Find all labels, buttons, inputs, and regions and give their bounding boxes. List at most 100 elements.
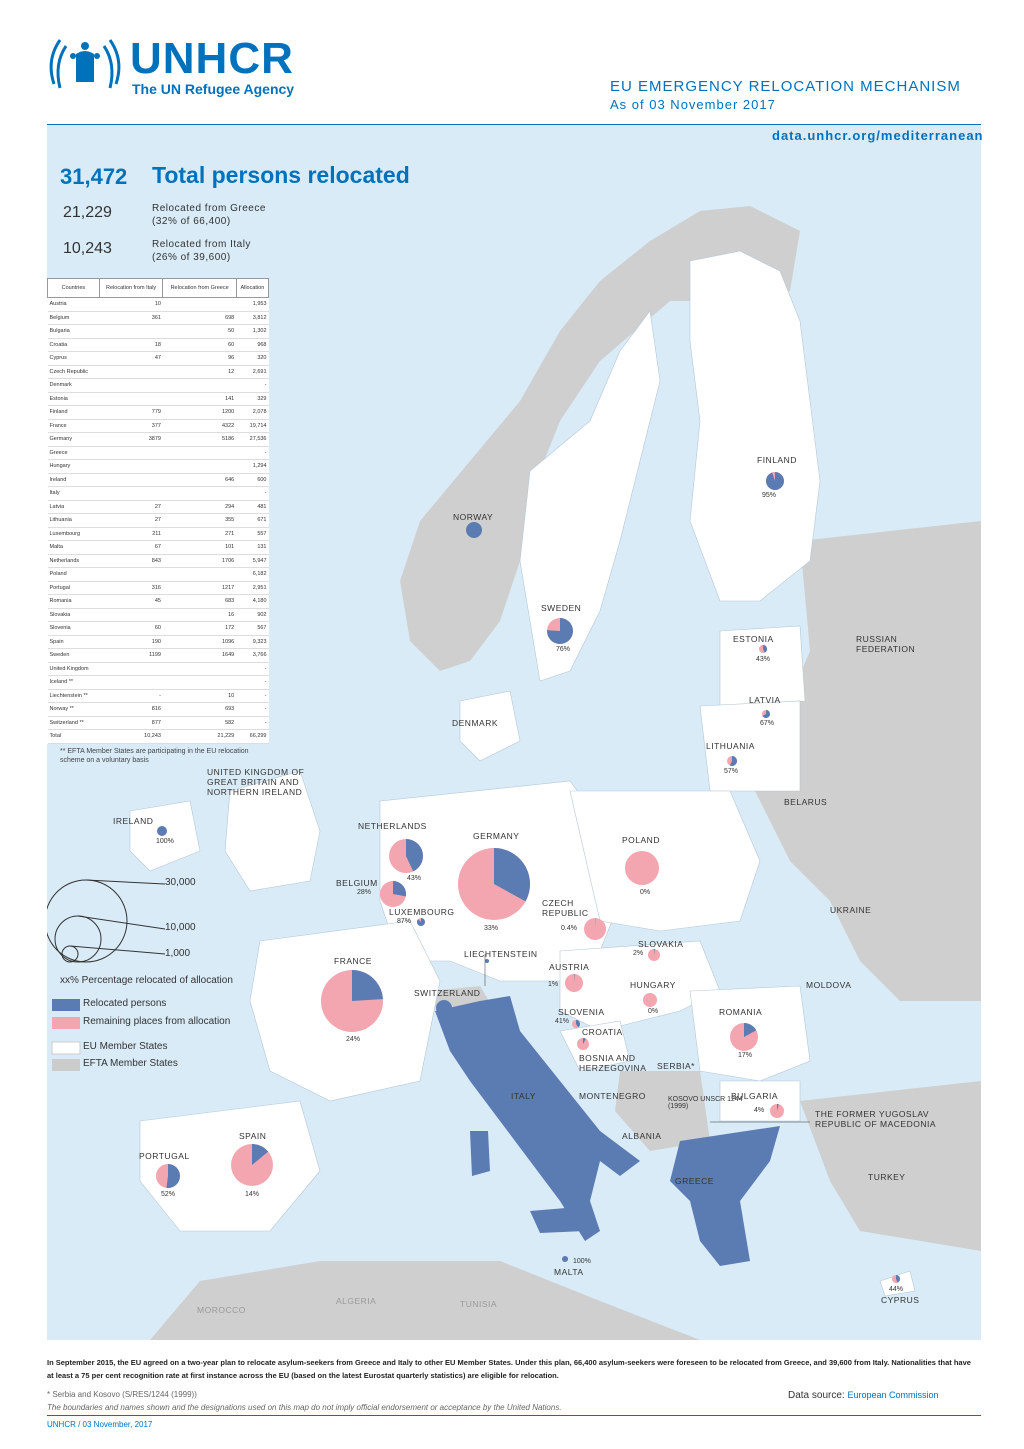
- table-cell: 361: [99, 311, 163, 325]
- table-cell: 567: [236, 621, 269, 636]
- table-cell: 27: [99, 500, 163, 514]
- sicily-land: [530, 1206, 590, 1233]
- pie-slovakia: [648, 949, 660, 961]
- label-spain: SPAIN: [239, 1131, 267, 1141]
- table-cell: Greece: [47, 446, 100, 460]
- table-row: Croatia 18 60 968: [47, 338, 269, 352]
- pie-slice-relocated: [406, 839, 424, 872]
- label-bosnia: BOSNIA AND HERZEGOVINA: [579, 1053, 647, 1073]
- table-cell: Portugal: [47, 581, 100, 595]
- table-row: Sweden 1199 1649 3,766: [47, 648, 269, 663]
- ireland-land: [129, 800, 201, 872]
- legend-eu: EU Member States: [83, 1041, 168, 1052]
- table-row: Denmark -: [47, 378, 269, 393]
- table-cell: [162, 459, 237, 474]
- legend-pct-note: xx% Percentage relocated of allocation: [60, 975, 233, 986]
- pie-hungary: [643, 993, 657, 1007]
- map-frame: [47, 124, 981, 1340]
- table-row: Belgium 361 698 3,812: [47, 311, 269, 325]
- table-row: France 377 4322 19,714: [47, 419, 269, 433]
- pie-austria: [565, 974, 583, 992]
- iberia-land: [139, 1100, 321, 1232]
- table-cell: 172: [162, 621, 237, 636]
- table-row: Norway ** 816 693-: [47, 702, 269, 717]
- balkans-land: [615, 1071, 710, 1151]
- table-column-header: Relocation from Greece: [162, 278, 237, 298]
- table-cell: 45: [99, 594, 163, 609]
- table-cell: 816: [99, 702, 163, 717]
- label-morocco: MOROCCO: [197, 1305, 246, 1315]
- pct-spain: 14%: [245, 1191, 260, 1198]
- pie-slice-relocated: [547, 618, 574, 644]
- table-cell: [99, 446, 163, 460]
- table-row: Latvia 27 294 481: [47, 500, 269, 514]
- pct-sweden: 76%: [556, 646, 571, 653]
- table-cell: 3,812: [236, 311, 269, 325]
- pie-slice-relocated: [896, 1275, 900, 1283]
- table-cell: Germany: [47, 432, 100, 447]
- label-germany: GERMANY: [473, 831, 520, 841]
- pie-switzerland: [436, 1000, 452, 1016]
- label-belarus: BELARUS: [784, 797, 828, 807]
- legend-efta: EFTA Member States: [83, 1058, 178, 1069]
- table-cell: Finland: [47, 405, 100, 420]
- table-cell: 50: [162, 324, 237, 339]
- table-row: Czech Republic 12 2,691: [47, 365, 269, 379]
- table-cell: 1199: [99, 648, 163, 663]
- table-header-row: Countries Relocation from Italy Relocation…: [47, 278, 270, 298]
- table-cell: 60: [99, 621, 163, 636]
- table-cell: Total: [47, 729, 100, 744]
- table-cell: 843: [99, 554, 163, 568]
- label-cyprus: CYPRUS: [881, 1295, 920, 1305]
- table-cell: -: [236, 689, 269, 703]
- pct-romania: 17%: [738, 1052, 753, 1059]
- label-hungary: HUNGARY: [630, 980, 676, 990]
- source-link[interactable]: data.unhcr.org/mediterranean: [772, 128, 984, 143]
- table-row: Total 10,243 21,229 66,299: [47, 729, 269, 744]
- label-poland: POLAND: [622, 835, 660, 845]
- pie-slice-relocated: [654, 949, 655, 955]
- pie-slice-relocated: [436, 1000, 452, 1016]
- table-cell: Switzerland **: [47, 716, 100, 730]
- table-row: Luxembourg 211 271 557: [47, 527, 269, 541]
- data-source-link[interactable]: European Commission: [847, 1390, 939, 1400]
- table-cell: [99, 378, 163, 393]
- greece-relocated-value: 21,229: [63, 204, 112, 221]
- pct-france: 24%: [346, 1036, 361, 1043]
- table-cell: 3,766: [236, 648, 269, 663]
- legend-size-1000: 1,000: [165, 948, 191, 959]
- baltics-north-land: [719, 625, 806, 707]
- table-cell: 5186: [162, 432, 237, 447]
- label-italy: ITALY: [511, 1091, 536, 1101]
- efta-land: [150, 206, 981, 1340]
- table-cell: Denmark: [47, 378, 100, 393]
- legend-swatches: [51, 999, 81, 1071]
- table-row: Portugal 316 1217 2,951: [47, 581, 269, 595]
- table-row: Austria 10 1,953: [47, 297, 269, 312]
- label-bulgaria: BULGARIA: [731, 1091, 778, 1101]
- label-lithuania: LITHUANIA: [706, 741, 755, 751]
- table-cell: [162, 446, 237, 460]
- table-cell: 557: [236, 527, 269, 541]
- footer-credit: UNHCR / 03 November, 2017: [47, 1420, 153, 1429]
- label-ukraine: UKRAINE: [830, 905, 872, 915]
- table-cell: Sweden: [47, 648, 100, 663]
- table-cell: [99, 486, 163, 501]
- table-cell: [99, 662, 163, 676]
- table-cell: 355: [162, 513, 237, 528]
- label-sweden: SWEDEN: [541, 603, 582, 613]
- pie-slice-relocated: [417, 918, 425, 926]
- unhcr-logo-icon: [49, 39, 121, 89]
- table-row: Ireland 646 600: [47, 473, 269, 487]
- table-cell: Malta: [47, 540, 100, 555]
- table-cell: 600: [236, 473, 269, 487]
- table-row: Lithuania 27 355 671: [47, 513, 269, 528]
- pct-finland: 95%: [762, 492, 777, 499]
- table-cell: 131: [236, 540, 269, 555]
- pie-slice-relocated: [574, 974, 575, 983]
- pct-latvia: 67%: [760, 720, 775, 727]
- label-czech: CZECH REPUBLIC: [542, 898, 589, 918]
- pie-lithuania: [727, 756, 737, 766]
- pie-layer: [156, 472, 900, 1283]
- table-cell: Romania: [47, 594, 100, 609]
